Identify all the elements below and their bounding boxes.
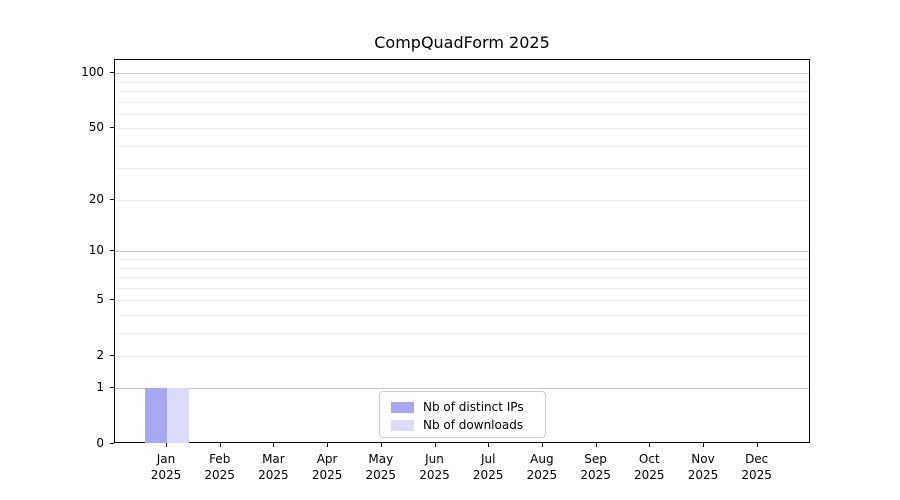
x-axis-tick-label: Jul 2025 [456, 451, 520, 483]
legend-label-distinct-ips: Nb of distinct IPs [423, 400, 524, 414]
y-axis-tick-mark [110, 72, 114, 74]
legend-item-distinct-ips: Nb of distinct IPs [391, 399, 545, 415]
x-axis-tick-label-line: Jan [156, 452, 176, 466]
x-axis-tick-label: Sep 2025 [564, 451, 628, 483]
y-axis-tick-label: 10 [88, 243, 104, 258]
y-axis-tick-label: 5 [96, 292, 104, 307]
gridline-minor [115, 91, 809, 93]
gridline-minor [115, 101, 809, 103]
legend: Nb of distinct IPs Nb of downloads [379, 391, 546, 438]
y-axis-tick-mark [110, 387, 114, 389]
x-axis-tick-label-line: 2025 [258, 468, 289, 482]
x-axis-tick-label-line: 2025 [311, 468, 343, 482]
x-axis-tick-label-line: May [368, 452, 394, 466]
x-axis-tick-label-line: 2025 [687, 468, 719, 482]
bar-downloads [167, 388, 189, 443]
x-axis-tick-label-line: 2025 [150, 468, 182, 482]
x-axis-tick-label-line: 2025 [472, 468, 504, 482]
y-axis-tick-label: 20 [88, 191, 104, 206]
plot-area: Nb of distinct IPs Nb of downloads [114, 59, 810, 443]
gridline-minor [115, 168, 809, 170]
gridline-minor [115, 332, 809, 334]
x-axis-tick-label-line: 2025 [365, 468, 397, 482]
chart-title: CompQuadForm 2025 [374, 33, 550, 52]
x-axis-tick-label-line: 2025 [741, 468, 772, 482]
gridline-minor [115, 199, 809, 201]
x-axis-tick-label: Jan 2025 [134, 451, 198, 483]
y-axis-tick-label: 1 [96, 380, 104, 395]
x-axis-tick-mark [166, 443, 167, 447]
x-axis-tick-label: Apr 2025 [295, 451, 359, 483]
x-axis-tick-mark [595, 443, 597, 447]
x-axis-tick-label-line: 2025 [634, 468, 665, 482]
gridline-minor [115, 314, 809, 316]
legend-label-downloads: Nb of downloads [423, 418, 524, 432]
x-axis-tick-label: Aug 2025 [510, 451, 574, 483]
x-axis-tick-label-line: Aug [530, 452, 554, 466]
x-axis-tick-label: Oct 2025 [617, 451, 681, 483]
x-axis-tick-label-line: 2025 [419, 468, 450, 482]
bar-distinct-ips [145, 388, 167, 443]
x-axis-tick-label-line: Sep [584, 452, 607, 466]
y-axis-tick-label: 2 [96, 347, 104, 362]
x-axis-tick-label: May 2025 [349, 451, 413, 483]
x-axis-tick-mark [756, 443, 758, 447]
x-axis-tick-label-line: Dec [745, 452, 769, 466]
y-axis-tick-mark [110, 443, 114, 444]
y-axis-tick-mark [110, 354, 114, 356]
x-axis-tick-label-line: Jun [425, 452, 444, 466]
x-axis-tick-label-line: Apr [316, 452, 338, 466]
x-axis-tick-mark [434, 443, 436, 447]
y-axis-tick-mark [110, 250, 114, 252]
x-axis-tick-mark [649, 443, 651, 447]
gridline-minor [115, 267, 809, 269]
gridline-minor [115, 259, 809, 261]
y-axis-tick-mark [110, 127, 114, 129]
gridline-major [115, 73, 809, 75]
legend-swatch-distinct-ips [391, 401, 414, 413]
x-axis-tick-mark [488, 443, 490, 447]
x-axis-tick-label-line: Oct [638, 452, 660, 466]
x-axis-tick-label: Mar 2025 [241, 451, 305, 483]
x-axis-tick-label: Dec 2025 [725, 451, 789, 483]
y-axis-tick-label: 0 [96, 436, 104, 450]
gridline-minor [115, 128, 809, 130]
x-axis-tick-mark [273, 443, 275, 447]
gridline-major [115, 388, 809, 390]
y-axis-tick-label: 50 [88, 120, 104, 135]
y-axis-tick-mark [110, 198, 114, 200]
legend-item-downloads: Nb of downloads [391, 417, 545, 433]
x-axis-tick-mark [327, 443, 329, 447]
x-axis-tick-label-line: Feb [209, 452, 231, 466]
gridline-minor [115, 113, 809, 115]
x-axis-tick-label-line: Jul [480, 452, 496, 466]
x-axis-tick-label: Feb 2025 [188, 451, 252, 483]
x-axis-tick-label-line: Mar [262, 452, 285, 466]
gridline-minor [115, 287, 809, 289]
x-axis-tick-mark [541, 443, 543, 447]
x-axis-tick-mark [380, 443, 382, 447]
y-axis-tick-mark [110, 299, 114, 301]
x-axis-tick-label-line: 2025 [204, 468, 235, 482]
x-axis-tick-label-line: 2025 [580, 468, 611, 482]
gridline-minor [115, 300, 809, 302]
gridline-minor [115, 81, 809, 83]
gridline-minor [115, 277, 809, 278]
x-axis-tick-mark [219, 443, 221, 447]
x-axis-tick-label: Jun 2025 [403, 451, 467, 483]
x-axis-tick-label-line: Nov [691, 452, 715, 466]
x-axis-tick-mark [703, 443, 704, 447]
x-axis-tick-label-line: 2025 [526, 468, 558, 482]
gridline-major [115, 251, 809, 253]
gridline-minor [115, 355, 809, 357]
y-axis-tick-label: 100 [81, 65, 104, 80]
legend-swatch-downloads [391, 419, 414, 431]
x-axis-tick-label: Nov 2025 [671, 451, 735, 483]
gridline-minor [115, 145, 809, 147]
